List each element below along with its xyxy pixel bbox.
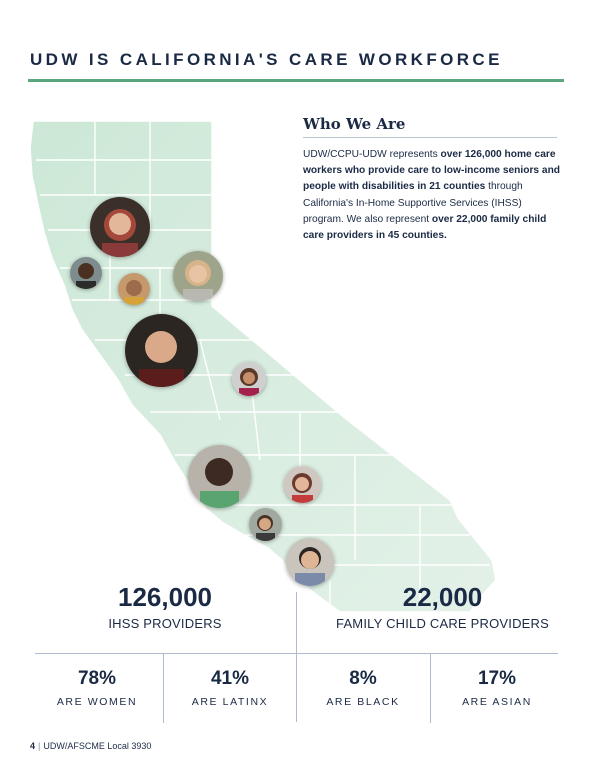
stat-percent: 8% bbox=[349, 668, 377, 689]
body-run: UDW/CCPU-UDW represents bbox=[303, 149, 441, 160]
stat-label: ARE WOMEN bbox=[56, 696, 138, 708]
county-borders bbox=[36, 121, 490, 612]
worker-portrait bbox=[188, 445, 251, 508]
total-label: IHSS PROVIDERS bbox=[108, 616, 222, 631]
body-run-bold: over 126,000 home care workers who provi… bbox=[303, 149, 561, 193]
stat-asian: 17% ARE ASIAN bbox=[431, 668, 563, 708]
stat-percent: 78% bbox=[77, 668, 117, 689]
state-outline bbox=[29, 120, 497, 613]
title-underline bbox=[28, 79, 564, 82]
total-value: 126,000 bbox=[118, 582, 212, 612]
stat-label: ARE ASIAN bbox=[462, 696, 532, 708]
stat-percent: 17% bbox=[477, 668, 517, 689]
california-county-map bbox=[29, 120, 497, 613]
total-ihss-stat: 126,000 IHSS PROVIDERS bbox=[60, 582, 270, 631]
worker-portrait bbox=[125, 314, 198, 387]
stat-label: ARE BLACK bbox=[326, 696, 400, 708]
footer-org: UDW/AFSCME Local 3930 bbox=[43, 741, 152, 751]
stat-percent: 41% bbox=[210, 668, 250, 689]
cell-divider bbox=[430, 653, 431, 723]
footer-separator: | bbox=[38, 741, 41, 751]
worker-portrait bbox=[173, 251, 223, 301]
who-we-are-heading: Who We Are bbox=[303, 115, 406, 133]
center-divider bbox=[296, 592, 297, 722]
stat-black: 8% ARE BLACK bbox=[297, 668, 429, 708]
worker-portrait bbox=[232, 362, 266, 396]
worker-portrait bbox=[249, 508, 282, 541]
worker-portrait bbox=[286, 538, 334, 586]
worker-portrait bbox=[70, 257, 102, 289]
worker-portrait bbox=[90, 197, 150, 257]
body-run-bold: over 22,000 family child care providers … bbox=[303, 213, 547, 242]
who-we-are-body: UDW/CCPU-UDW represents over 126,000 hom… bbox=[303, 147, 563, 244]
page-number: 4 bbox=[30, 741, 36, 751]
total-value: 22,000 bbox=[402, 582, 483, 612]
page-footer: 4 | UDW/AFSCME Local 3930 bbox=[30, 741, 151, 751]
cell-divider bbox=[163, 653, 164, 723]
worker-portrait bbox=[118, 273, 150, 305]
page-title: UDW IS CALIFORNIA'S CARE WORKFORCE bbox=[30, 50, 503, 69]
total-childcare-stat: 22,000 FAMILY CHILD CARE PROVIDERS bbox=[300, 582, 585, 631]
stat-women: 78% ARE WOMEN bbox=[31, 668, 163, 708]
stat-label: ARE LATINX bbox=[191, 696, 269, 708]
worker-portrait bbox=[284, 466, 321, 503]
stat-latinx: 41% ARE LATINX bbox=[164, 668, 296, 708]
stats-rule bbox=[35, 653, 558, 654]
body-run: through California's In-Home Supportive … bbox=[303, 181, 523, 225]
who-we-are-rule bbox=[303, 137, 557, 138]
total-label: FAMILY CHILD CARE PROVIDERS bbox=[336, 616, 549, 631]
